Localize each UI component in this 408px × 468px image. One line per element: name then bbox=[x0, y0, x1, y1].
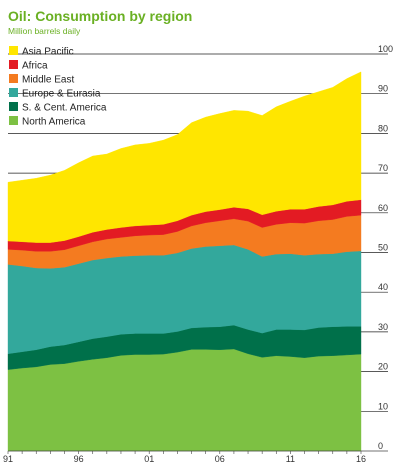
chart-subtitle: Million barrels daily bbox=[8, 26, 81, 36]
area-asia-pacific bbox=[7, 71, 362, 243]
x-tick-label: 11 bbox=[286, 454, 295, 464]
legend-swatch bbox=[9, 116, 18, 125]
legend-swatch bbox=[9, 74, 18, 83]
y-tick-label: 50 bbox=[378, 243, 388, 253]
y-tick-label: 100 bbox=[378, 44, 393, 54]
legend-label: Africa bbox=[22, 61, 48, 72]
y-tick-label: 10 bbox=[378, 401, 388, 411]
legend-label: Europe & Eurasia bbox=[22, 89, 101, 100]
y-tick-label: 40 bbox=[378, 282, 388, 292]
y-tick-label: 0 bbox=[378, 441, 383, 451]
legend-label: North America bbox=[22, 117, 86, 128]
y-tick-label: 20 bbox=[378, 362, 388, 372]
y-tick-label: 90 bbox=[378, 84, 388, 94]
legend-swatch bbox=[9, 60, 18, 69]
y-tick-label: 70 bbox=[378, 163, 388, 173]
area-north-america bbox=[7, 348, 362, 452]
y-tick-label: 30 bbox=[378, 322, 388, 332]
y-tick-label: 80 bbox=[378, 123, 388, 133]
legend-label: S. & Cent. America bbox=[22, 103, 107, 114]
x-tick-label: 16 bbox=[356, 454, 366, 464]
legend: Asia Pacific Africa Middle East Europe & Eu… bbox=[9, 46, 107, 128]
axes: 0 10 20 30 40 50 60 70 80 90 100 91 96 01 06 11 16 bbox=[3, 44, 393, 464]
legend-swatch bbox=[9, 88, 18, 97]
legend-label: Middle East bbox=[22, 75, 74, 86]
x-tick-label: 01 bbox=[144, 454, 154, 464]
y-tick-label: 60 bbox=[378, 203, 388, 213]
chart-title: Oil: Consumption by region bbox=[8, 8, 192, 24]
legend-swatch bbox=[9, 46, 18, 55]
stacked-areas bbox=[7, 71, 362, 452]
legend-swatch bbox=[9, 102, 18, 111]
x-tick-label: 96 bbox=[74, 454, 84, 464]
legend-label: Asia Pacific bbox=[22, 47, 74, 58]
x-tick-label: 06 bbox=[215, 454, 225, 464]
x-tick-label: 91 bbox=[3, 454, 13, 464]
